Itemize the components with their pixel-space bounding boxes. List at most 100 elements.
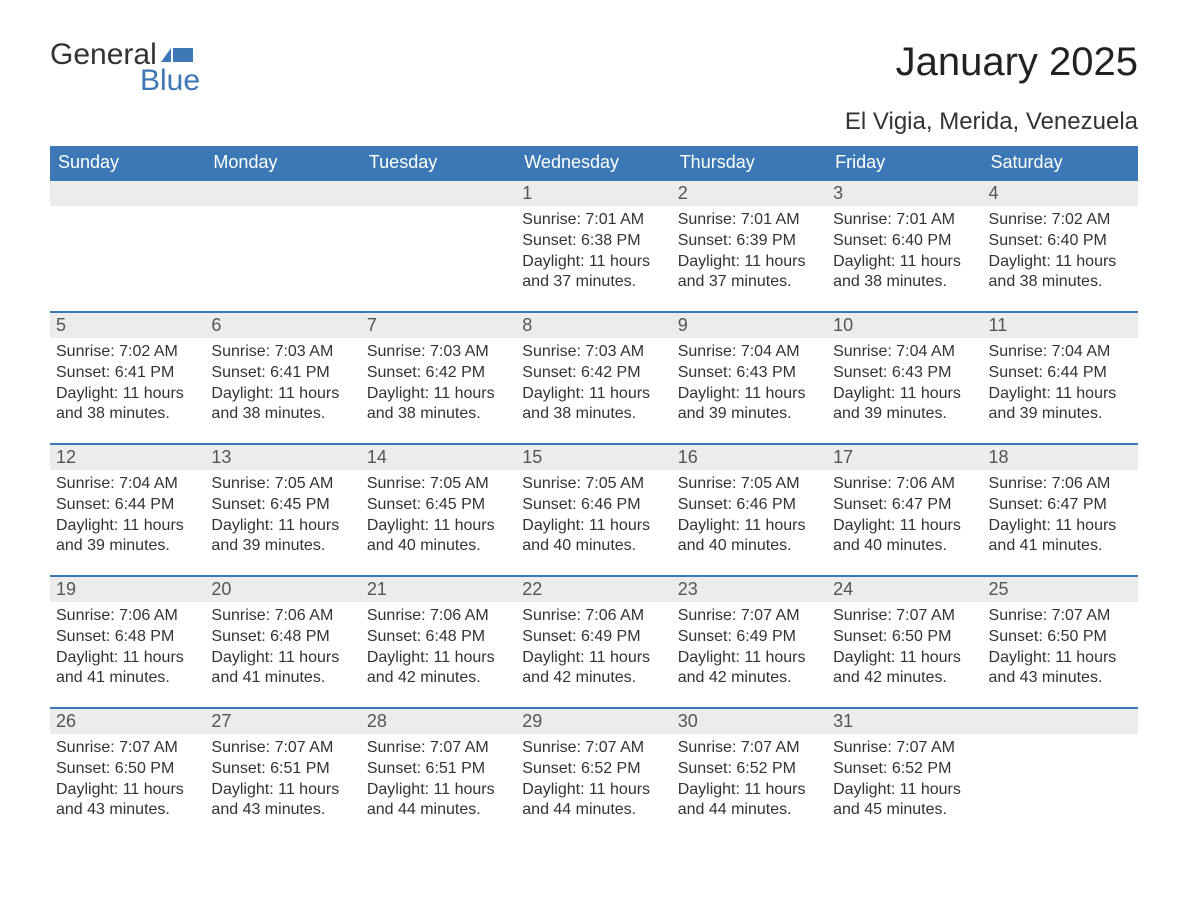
day-number: 25: [983, 575, 1138, 602]
daylight-line: Daylight: 11 hours and 41 minutes.: [989, 516, 1132, 558]
day-number: 12: [50, 443, 205, 470]
daylight-line: Daylight: 11 hours and 39 minutes.: [678, 384, 821, 426]
sunrise-line: Sunrise: 7:01 AM: [833, 210, 976, 231]
calendar-day-cell: 15Sunrise: 7:05 AMSunset: 6:46 PMDayligh…: [516, 443, 671, 575]
sunrise-line: Sunrise: 7:05 AM: [678, 474, 821, 495]
daylight-line: Daylight: 11 hours and 39 minutes.: [211, 516, 354, 558]
day-number: 2: [672, 179, 827, 206]
sunrise-line: Sunrise: 7:05 AM: [522, 474, 665, 495]
daylight-line: Daylight: 11 hours and 42 minutes.: [522, 648, 665, 690]
calendar-day-cell: 5Sunrise: 7:02 AMSunset: 6:41 PMDaylight…: [50, 311, 205, 443]
calendar-week-row: 1Sunrise: 7:01 AMSunset: 6:38 PMDaylight…: [50, 179, 1138, 311]
daylight-line: Daylight: 11 hours and 37 minutes.: [678, 252, 821, 294]
sunrise-line: Sunrise: 7:01 AM: [678, 210, 821, 231]
day-details: Sunrise: 7:06 AMSunset: 6:47 PMDaylight:…: [827, 470, 982, 567]
calendar-day-cell: [983, 707, 1138, 839]
sunrise-line: Sunrise: 7:07 AM: [833, 738, 976, 759]
sunset-line: Sunset: 6:43 PM: [833, 363, 976, 384]
calendar-day-cell: 4Sunrise: 7:02 AMSunset: 6:40 PMDaylight…: [983, 179, 1138, 311]
calendar-day-cell: 24Sunrise: 7:07 AMSunset: 6:50 PMDayligh…: [827, 575, 982, 707]
daylight-line: Daylight: 11 hours and 40 minutes.: [522, 516, 665, 558]
day-number: 20: [205, 575, 360, 602]
calendar-day-cell: 10Sunrise: 7:04 AMSunset: 6:43 PMDayligh…: [827, 311, 982, 443]
day-details: Sunrise: 7:05 AMSunset: 6:46 PMDaylight:…: [672, 470, 827, 567]
day-details: Sunrise: 7:07 AMSunset: 6:50 PMDaylight:…: [983, 602, 1138, 699]
daylight-line: Daylight: 11 hours and 41 minutes.: [211, 648, 354, 690]
sunset-line: Sunset: 6:52 PM: [522, 759, 665, 780]
calendar-day-cell: 30Sunrise: 7:07 AMSunset: 6:52 PMDayligh…: [672, 707, 827, 839]
day-number: 14: [361, 443, 516, 470]
day-number: 6: [205, 311, 360, 338]
day-number: 15: [516, 443, 671, 470]
calendar-day-cell: 26Sunrise: 7:07 AMSunset: 6:50 PMDayligh…: [50, 707, 205, 839]
calendar-day-cell: [361, 179, 516, 311]
day-details: Sunrise: 7:06 AMSunset: 6:49 PMDaylight:…: [516, 602, 671, 699]
calendar-week-row: 12Sunrise: 7:04 AMSunset: 6:44 PMDayligh…: [50, 443, 1138, 575]
daylight-line: Daylight: 11 hours and 38 minutes.: [522, 384, 665, 426]
daylight-line: Daylight: 11 hours and 42 minutes.: [367, 648, 510, 690]
day-details: Sunrise: 7:04 AMSunset: 6:43 PMDaylight:…: [827, 338, 982, 435]
sunrise-line: Sunrise: 7:06 AM: [833, 474, 976, 495]
sunset-line: Sunset: 6:50 PM: [56, 759, 199, 780]
day-details: Sunrise: 7:03 AMSunset: 6:42 PMDaylight:…: [361, 338, 516, 435]
day-number: 3: [827, 179, 982, 206]
day-details: Sunrise: 7:02 AMSunset: 6:40 PMDaylight:…: [983, 206, 1138, 303]
sunrise-line: Sunrise: 7:04 AM: [678, 342, 821, 363]
sunset-line: Sunset: 6:44 PM: [989, 363, 1132, 384]
day-details: Sunrise: 7:03 AMSunset: 6:42 PMDaylight:…: [516, 338, 671, 435]
day-details: Sunrise: 7:06 AMSunset: 6:48 PMDaylight:…: [205, 602, 360, 699]
calendar-day-cell: 11Sunrise: 7:04 AMSunset: 6:44 PMDayligh…: [983, 311, 1138, 443]
daylight-line: Daylight: 11 hours and 42 minutes.: [678, 648, 821, 690]
sunrise-line: Sunrise: 7:07 AM: [833, 606, 976, 627]
day-details: Sunrise: 7:01 AMSunset: 6:38 PMDaylight:…: [516, 206, 671, 303]
day-number: 10: [827, 311, 982, 338]
day-number: 22: [516, 575, 671, 602]
weekday-header: Saturday: [983, 146, 1138, 179]
daylight-line: Daylight: 11 hours and 38 minutes.: [211, 384, 354, 426]
daylight-line: Daylight: 11 hours and 44 minutes.: [522, 780, 665, 822]
sunrise-line: Sunrise: 7:01 AM: [522, 210, 665, 231]
calendar-day-cell: 18Sunrise: 7:06 AMSunset: 6:47 PMDayligh…: [983, 443, 1138, 575]
daylight-line: Daylight: 11 hours and 41 minutes.: [56, 648, 199, 690]
sunrise-line: Sunrise: 7:06 AM: [522, 606, 665, 627]
calendar-day-cell: 16Sunrise: 7:05 AMSunset: 6:46 PMDayligh…: [672, 443, 827, 575]
weekday-header: Sunday: [50, 146, 205, 179]
calendar-day-cell: 25Sunrise: 7:07 AMSunset: 6:50 PMDayligh…: [983, 575, 1138, 707]
day-details: Sunrise: 7:04 AMSunset: 6:43 PMDaylight:…: [672, 338, 827, 435]
weekday-header: Tuesday: [361, 146, 516, 179]
sunset-line: Sunset: 6:38 PM: [522, 231, 665, 252]
sunrise-line: Sunrise: 7:06 AM: [56, 606, 199, 627]
day-number: 8: [516, 311, 671, 338]
daylight-line: Daylight: 11 hours and 38 minutes.: [989, 252, 1132, 294]
sunset-line: Sunset: 6:42 PM: [522, 363, 665, 384]
daylight-line: Daylight: 11 hours and 40 minutes.: [833, 516, 976, 558]
sunrise-line: Sunrise: 7:07 AM: [678, 738, 821, 759]
sunset-line: Sunset: 6:46 PM: [678, 495, 821, 516]
daylight-line: Daylight: 11 hours and 39 minutes.: [833, 384, 976, 426]
daylight-line: Daylight: 11 hours and 42 minutes.: [833, 648, 976, 690]
sunset-line: Sunset: 6:45 PM: [367, 495, 510, 516]
day-details: Sunrise: 7:01 AMSunset: 6:39 PMDaylight:…: [672, 206, 827, 303]
calendar-day-cell: 14Sunrise: 7:05 AMSunset: 6:45 PMDayligh…: [361, 443, 516, 575]
day-number: 21: [361, 575, 516, 602]
sunrise-line: Sunrise: 7:07 AM: [522, 738, 665, 759]
day-number-empty: [983, 707, 1138, 734]
sunset-line: Sunset: 6:48 PM: [56, 627, 199, 648]
day-number: 29: [516, 707, 671, 734]
calendar-day-cell: [205, 179, 360, 311]
weekday-header: Friday: [827, 146, 982, 179]
sunset-line: Sunset: 6:47 PM: [833, 495, 976, 516]
sunset-line: Sunset: 6:48 PM: [211, 627, 354, 648]
page-title: January 2025: [896, 40, 1138, 85]
calendar-week-row: 5Sunrise: 7:02 AMSunset: 6:41 PMDaylight…: [50, 311, 1138, 443]
sunset-line: Sunset: 6:47 PM: [989, 495, 1132, 516]
day-number: 19: [50, 575, 205, 602]
day-number: 23: [672, 575, 827, 602]
daylight-line: Daylight: 11 hours and 45 minutes.: [833, 780, 976, 822]
weekday-header: Wednesday: [516, 146, 671, 179]
daylight-line: Daylight: 11 hours and 40 minutes.: [367, 516, 510, 558]
sunrise-line: Sunrise: 7:02 AM: [989, 210, 1132, 231]
day-details: Sunrise: 7:05 AMSunset: 6:46 PMDaylight:…: [516, 470, 671, 567]
location-subtitle: El Vigia, Merida, Venezuela: [50, 108, 1138, 136]
daylight-line: Daylight: 11 hours and 43 minutes.: [56, 780, 199, 822]
